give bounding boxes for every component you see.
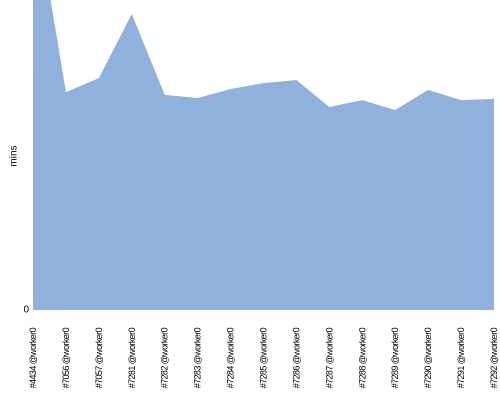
- x-tick-label: #7290 @worker0: [423, 327, 433, 388]
- x-tick-label: #7281 @worker0: [127, 327, 137, 388]
- x-tick-label: #7056 @worker0: [61, 327, 71, 388]
- x-tick-label: #7286 @worker0: [291, 327, 301, 388]
- area: [33, 0, 494, 310]
- x-tick-label: #7291 @worker0: [456, 327, 466, 388]
- x-tick-label: #7284 @worker0: [226, 327, 236, 388]
- x-tick-label: #4434 @worker0: [28, 327, 38, 388]
- y-axis-label: mins: [9, 145, 20, 166]
- x-tick-label: #7292 @worker0: [489, 327, 499, 388]
- x-tick-label: #7285 @worker0: [259, 327, 269, 388]
- x-tick-label: #7283 @worker0: [193, 327, 203, 388]
- x-tick-label: #7282 @worker0: [160, 327, 170, 388]
- x-tick-label: #7287 @worker0: [324, 327, 334, 388]
- y-tick-label: 0: [23, 305, 29, 316]
- x-tick-label: #7057 @worker0: [94, 327, 104, 388]
- x-tick-label: #7288 @worker0: [357, 327, 367, 388]
- x-tick-label: #7289 @worker0: [390, 327, 400, 388]
